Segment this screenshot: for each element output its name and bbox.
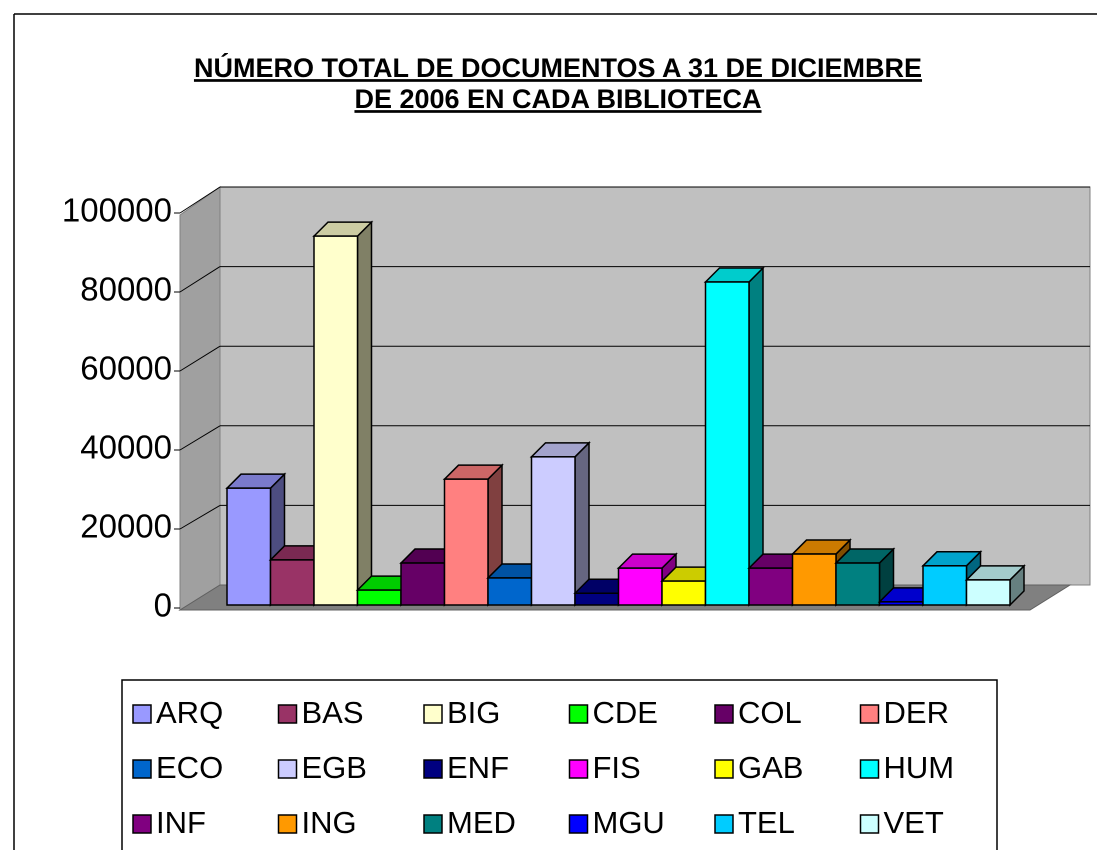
legend-label: COL xyxy=(738,695,802,730)
bar xyxy=(748,567,794,606)
legend-swatch xyxy=(277,759,298,779)
y-tick-label: 60000 xyxy=(80,350,172,387)
bar xyxy=(356,589,402,606)
legend-swatch xyxy=(132,759,152,779)
grid-line xyxy=(179,504,221,530)
bar xyxy=(313,235,359,606)
legend-label: VET xyxy=(884,805,944,840)
legend-swatch xyxy=(568,814,589,834)
legend-label: ING xyxy=(302,805,357,840)
bar-side xyxy=(356,220,373,607)
legend-swatch xyxy=(132,814,152,834)
bar xyxy=(878,601,924,606)
legend-swatch xyxy=(859,814,880,834)
bar xyxy=(704,281,750,606)
y-tick-label: 40000 xyxy=(80,429,172,466)
bar xyxy=(835,562,881,606)
legend-label: CDE xyxy=(593,695,658,730)
bar xyxy=(269,559,315,606)
bar xyxy=(574,592,620,606)
bar xyxy=(922,565,968,606)
bar xyxy=(530,456,576,606)
legend-label: MGU xyxy=(593,805,665,840)
legend-label: ECO xyxy=(156,750,223,785)
grid-line xyxy=(179,425,221,451)
chart-title: DE 2006 EN CADA BIBLIOTECA xyxy=(354,84,761,114)
legend-swatch xyxy=(568,704,589,724)
legend-label: MED xyxy=(447,805,516,840)
chart-title: NÚMERO TOTAL DE DOCUMENTOS A 31 DE DICIE… xyxy=(194,52,922,83)
bar xyxy=(617,567,663,606)
legend-swatch xyxy=(423,814,443,834)
legend-label: BIG xyxy=(447,695,500,730)
legend-swatch xyxy=(423,704,443,724)
grid-line xyxy=(179,186,221,214)
legend-label: INF xyxy=(156,805,206,840)
legend-swatch xyxy=(568,759,589,779)
legend-swatch xyxy=(714,759,734,779)
grid-line xyxy=(179,266,221,293)
bar xyxy=(443,478,489,606)
legend-swatch xyxy=(277,814,298,834)
y-tick-label: 100000 xyxy=(62,192,172,229)
side-wall xyxy=(179,186,221,611)
bar xyxy=(965,579,1011,606)
bar xyxy=(226,487,272,606)
bar-side xyxy=(748,266,764,607)
legend-label: HUM xyxy=(884,750,955,785)
legend-swatch xyxy=(714,814,734,834)
legend-label: GAB xyxy=(738,750,803,785)
legend-label: ENF xyxy=(447,750,509,785)
bar xyxy=(661,580,707,606)
legend-label: TEL xyxy=(738,805,795,840)
legend-swatch xyxy=(859,704,880,724)
y-tick-label: 20000 xyxy=(80,508,172,545)
legend xyxy=(121,679,998,850)
y-tick-label: 80000 xyxy=(80,271,172,308)
legend-label: BAS xyxy=(302,695,364,730)
legend-swatch xyxy=(714,704,734,724)
bar xyxy=(487,577,533,606)
legend-swatch xyxy=(132,704,152,724)
legend-swatch xyxy=(277,704,298,724)
bar xyxy=(791,553,837,606)
legend-label: EGB xyxy=(302,750,367,785)
legend-label: ARQ xyxy=(156,695,223,730)
y-tick-label: 0 xyxy=(154,587,172,624)
legend-label: DER xyxy=(884,695,949,730)
grid-line xyxy=(179,345,221,372)
legend-swatch xyxy=(423,759,443,779)
legend-swatch xyxy=(859,759,880,779)
legend-label: FIS xyxy=(593,750,641,785)
bar xyxy=(400,562,446,606)
